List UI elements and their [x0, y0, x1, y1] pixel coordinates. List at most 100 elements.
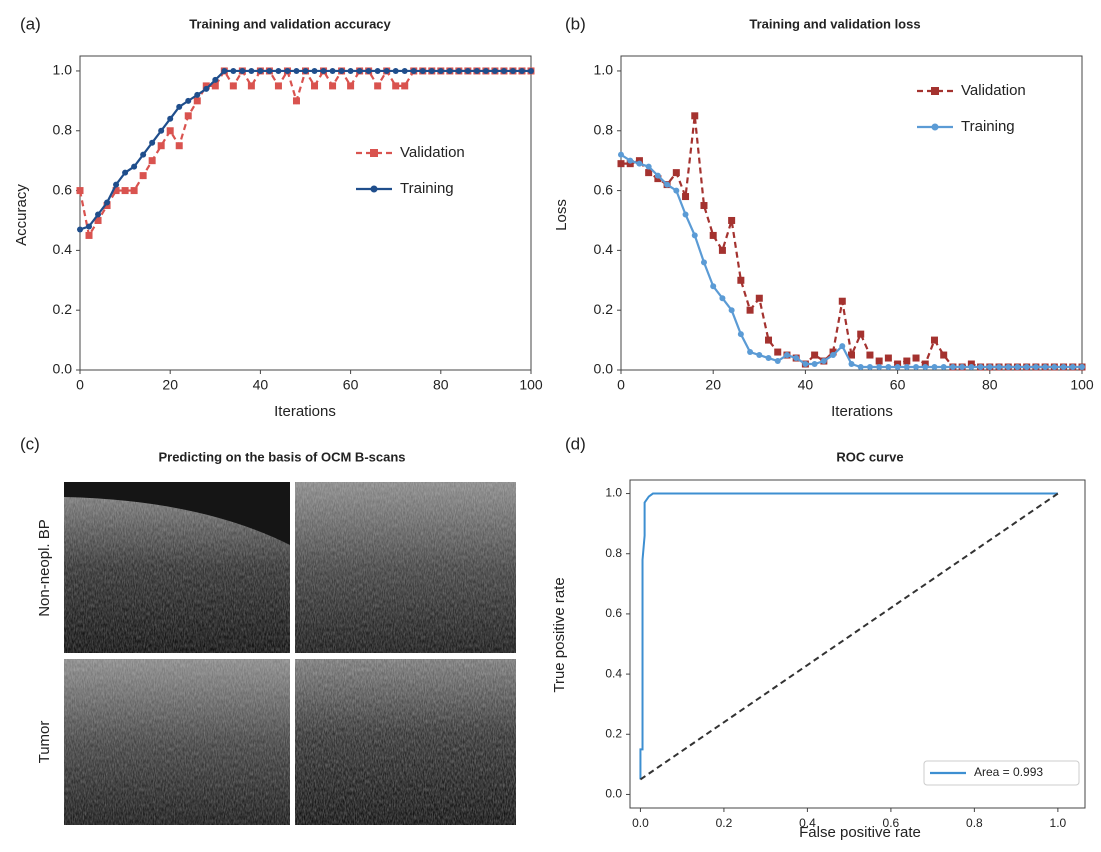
legend-label: Area = 0.993 — [974, 765, 1043, 779]
marker — [95, 211, 102, 218]
marker — [239, 67, 246, 74]
marker — [866, 364, 873, 371]
marker — [718, 246, 726, 254]
chart-title: ROC curve — [836, 449, 903, 464]
marker — [77, 226, 83, 233]
x-tick-label: 0.4 — [799, 816, 816, 830]
series-line — [639, 492, 1058, 780]
marker — [719, 295, 726, 302]
marker — [131, 163, 138, 170]
legend-marker — [370, 185, 378, 193]
marker — [691, 232, 698, 239]
x-tick-label: 40 — [798, 377, 814, 393]
marker — [996, 364, 1003, 371]
row-label: Non-neopl. BP — [36, 519, 53, 617]
marker — [419, 67, 426, 74]
x-tick-label: 100 — [519, 377, 543, 393]
marker — [86, 223, 93, 230]
x-tick-label: 60 — [890, 377, 906, 393]
marker — [121, 187, 129, 195]
y-tick-label: 1.0 — [605, 486, 622, 500]
marker — [959, 364, 966, 371]
marker — [912, 354, 920, 362]
legend-marker — [370, 149, 378, 157]
marker — [76, 187, 84, 195]
marker — [857, 330, 865, 338]
y-tick-label: 0.8 — [594, 121, 614, 137]
marker — [275, 67, 282, 74]
marker — [302, 67, 309, 74]
marker — [774, 348, 782, 356]
marker — [986, 364, 993, 371]
marker — [292, 97, 300, 105]
marker — [857, 364, 864, 371]
legend-marker — [931, 87, 939, 95]
plot-frame — [629, 479, 1086, 809]
panel-title: Predicting on the basis of OCM B-scans — [158, 449, 405, 464]
marker — [347, 82, 355, 90]
ocm-image — [64, 482, 290, 653]
marker — [491, 67, 498, 74]
marker — [682, 211, 689, 218]
marker — [968, 364, 975, 371]
marker — [211, 82, 219, 90]
marker — [329, 82, 337, 90]
panel-label: (a) — [20, 14, 41, 33]
marker — [176, 103, 183, 110]
x-axis-label: Iterations — [831, 403, 893, 420]
marker — [830, 352, 837, 359]
marker — [338, 67, 345, 74]
marker — [1023, 364, 1030, 371]
y-tick-label: 0.2 — [53, 301, 73, 317]
marker — [437, 67, 444, 74]
marker — [903, 357, 911, 365]
chart: (a) Training and validation accuracy Itera… — [13, 14, 543, 419]
marker — [894, 364, 901, 371]
panel-label: (d) — [565, 434, 586, 453]
marker — [139, 172, 147, 180]
x-tick-label: 0 — [617, 377, 625, 393]
legend-label: Training — [961, 118, 1015, 135]
marker — [167, 115, 174, 122]
marker — [940, 364, 947, 371]
y-axis-label: Accuracy — [13, 184, 30, 246]
marker — [392, 67, 399, 74]
marker — [903, 364, 910, 371]
plot-frame — [620, 55, 1083, 371]
marker — [645, 163, 652, 170]
marker — [85, 231, 93, 239]
x-tick-label: 1.0 — [1050, 816, 1067, 830]
y-tick-label: 0.6 — [53, 181, 73, 197]
marker — [774, 358, 781, 365]
x-tick-label: 20 — [162, 377, 178, 393]
x-axis-label: False positive rate — [799, 824, 921, 841]
y-tick-label: 1.0 — [53, 62, 73, 78]
legend-label: Validation — [961, 82, 1026, 99]
marker — [672, 169, 680, 177]
marker — [365, 67, 372, 74]
marker — [266, 67, 273, 74]
y-tick-label: 0.0 — [605, 787, 622, 801]
marker — [229, 82, 237, 90]
marker — [747, 349, 754, 356]
x-tick-label: 0.8 — [966, 816, 983, 830]
marker — [691, 112, 699, 120]
marker — [977, 364, 984, 371]
row-label: Tumor — [36, 721, 53, 764]
marker — [392, 82, 400, 90]
marker — [194, 91, 201, 98]
marker — [617, 160, 625, 168]
marker — [122, 169, 129, 176]
marker — [737, 331, 744, 338]
marker — [618, 151, 624, 158]
marker — [922, 364, 929, 371]
marker — [401, 67, 408, 74]
image-panel: (c) Predicting on the basis of OCM B-sca… — [20, 434, 516, 825]
series-line — [621, 115, 1082, 369]
marker — [876, 364, 883, 371]
marker — [473, 67, 480, 74]
marker — [885, 364, 892, 371]
marker — [518, 67, 525, 74]
marker — [746, 306, 754, 314]
x-tick-label: 0.2 — [716, 816, 733, 830]
